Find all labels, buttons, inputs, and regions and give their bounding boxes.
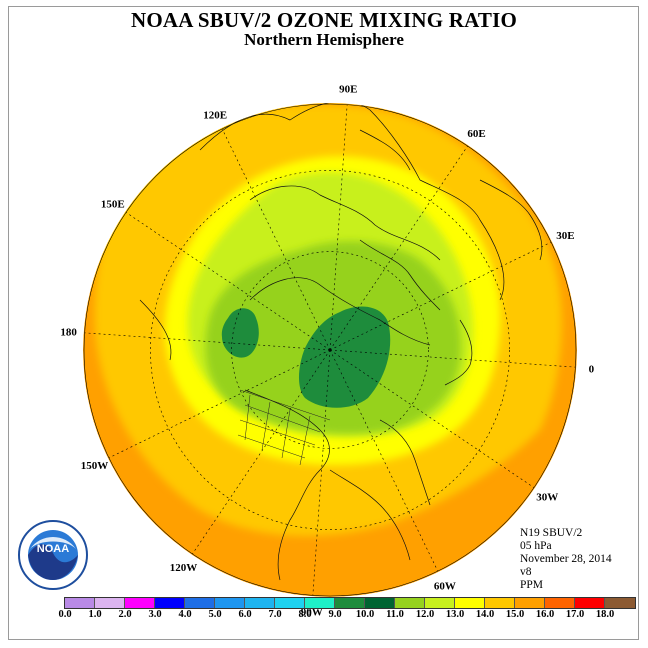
map-subtitle: Northern Hemisphere (244, 30, 404, 49)
colorbar-tick-label: 14.0 (475, 609, 495, 620)
longitude-label: 120E (203, 110, 227, 122)
data-version: v8 (520, 566, 532, 578)
noaa-logo: NOAA (18, 520, 88, 590)
meridian-line (329, 145, 468, 351)
colorbar (64, 597, 636, 609)
colorbar-tick-label: 12.0 (415, 609, 435, 620)
colorbar-swatch (575, 598, 605, 608)
colorbar-tick-label: 10.0 (355, 609, 375, 620)
colorbar-tick-label: 16.0 (535, 609, 555, 620)
colorbar-swatch (455, 598, 485, 608)
longitude-labels: 0 30E 60E 90E 120E 150E 180 150W 120W 90W 60W 30W (60, 84, 594, 619)
colorbar-swatch (485, 598, 515, 608)
colorbar-swatch (605, 598, 635, 608)
colorbar-swatch (305, 598, 335, 608)
satellite-name: N19 SBUV/2 (520, 527, 583, 539)
colorbar-ticks: 0.0 1.0 2.0 3.0 4.0 5.0 6.0 7.0 8.0 9.0 10.0 11.0 12… (0, 609, 648, 623)
meridian-line (221, 128, 331, 351)
colorbar-tick-label: 11.0 (386, 609, 404, 620)
observation-date: November 28, 2014 (520, 553, 612, 565)
latitude-circle (150, 170, 510, 530)
colorbar-tick-label: 6.0 (238, 609, 252, 620)
pressure-level: 05 hPa (520, 540, 552, 552)
colorbar-tick-label: 18.0 (595, 609, 615, 620)
colorbar-tick-label: 9.0 (328, 609, 342, 620)
colorbar-tick-label: 1.0 (88, 609, 102, 620)
colorbar-swatch (395, 598, 425, 608)
colorbar-swatch (515, 598, 545, 608)
colorbar-tick-label: 5.0 (208, 609, 222, 620)
logo-wing (30, 537, 76, 549)
meridian-line (84, 332, 331, 351)
colorbar-tick-label: 7.0 (268, 609, 282, 620)
meridian-line (125, 212, 331, 351)
colorbar-swatch (155, 598, 185, 608)
colorbar-swatch (425, 598, 455, 608)
longitude-label: 60W (434, 580, 456, 592)
longitude-label: 90E (339, 84, 357, 96)
meridian-line (329, 349, 576, 368)
longitude-label: 30W (536, 492, 558, 504)
colorbar-tick-label: 8.0 (298, 609, 312, 620)
colorbar-tick-label: 2.0 (118, 609, 132, 620)
ozone-field (83, 103, 577, 597)
colorbar-swatch (335, 598, 365, 608)
meridian-line (329, 241, 552, 351)
logo-text: NOAA (37, 543, 69, 555)
graticule (84, 104, 576, 596)
colorbar-tick-label: 4.0 (178, 609, 192, 620)
longitude-label: 60E (467, 128, 485, 140)
units-label: PPM (520, 579, 544, 591)
colorbar-swatch (95, 598, 125, 608)
colorbar-tick-label: 3.0 (148, 609, 162, 620)
colorbar-tick-label: 0.0 (58, 609, 72, 620)
longitude-label: 0 (589, 363, 595, 375)
longitude-label: 90W (301, 606, 323, 618)
colorbar-swatch (215, 598, 245, 608)
latitude-circle (231, 251, 429, 449)
colorbar-tick-label: 17.0 (565, 609, 585, 620)
colorbar-tick-label: 15.0 (505, 609, 525, 620)
colorbar-swatch (365, 598, 395, 608)
dataset-info: N19 SBUV/2 05 hPa November 28, 2014 v8 P… (520, 527, 612, 592)
longitude-label: 150E (101, 198, 125, 210)
colorbar-swatch (545, 598, 575, 608)
longitude-label: 150W (81, 460, 109, 472)
logo-seagull (28, 544, 78, 580)
ozone-band-10a (221, 308, 259, 358)
meridian-line (329, 104, 348, 351)
colorbar-swatch (245, 598, 275, 608)
map-title: NOAA SBUV/2 OZONE MIXING RATIO (131, 8, 517, 32)
longitude-label: 180 (60, 327, 77, 339)
meridian-line (329, 349, 535, 488)
longitude-label: 30E (556, 230, 574, 242)
map-frame (8, 6, 639, 640)
meridian-line (192, 349, 331, 555)
state-boundaries (237, 389, 331, 466)
colorbar-swatch (275, 598, 305, 608)
colorbar-swatch (185, 598, 215, 608)
colorbar-tick-label: 13.0 (445, 609, 465, 620)
longitude-label: 120W (170, 562, 198, 574)
meridian-line (108, 349, 331, 459)
colorbar-swatch (65, 598, 95, 608)
coastlines (139, 103, 543, 581)
meridian-line (329, 349, 439, 572)
colorbar-swatch (125, 598, 155, 608)
meridian-line (312, 349, 331, 596)
